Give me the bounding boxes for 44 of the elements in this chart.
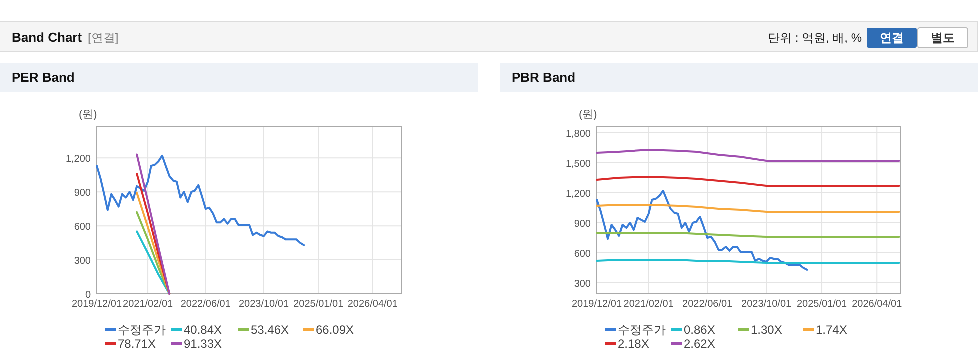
text: 별도 bbox=[931, 31, 955, 45]
x-tick-label: 2021/02/01 bbox=[624, 299, 674, 310]
text: 단위 : 억원, 배, % bbox=[768, 31, 862, 45]
legend-label: 1.30X bbox=[751, 323, 782, 337]
legend-label: 2.62X bbox=[684, 337, 716, 351]
legend-label: 수정주가 bbox=[618, 323, 666, 337]
y-tick-label: 1,800 bbox=[566, 129, 592, 140]
x-tick-label: 2026/04/01 bbox=[348, 299, 398, 310]
y-axis-title: (원) bbox=[79, 109, 98, 121]
x-tick-label: 2025/01/01 bbox=[797, 299, 848, 310]
text: Band Chart bbox=[12, 30, 83, 45]
x-tick-label: 2023/10/01 bbox=[238, 299, 290, 310]
legend-label: 78.71X bbox=[118, 337, 156, 351]
text: 연결 bbox=[880, 31, 904, 45]
x-tick-label: 2022/06/01 bbox=[180, 299, 232, 310]
x-tick-label: 2026/04/01 bbox=[852, 299, 903, 310]
y-tick-label: 1,500 bbox=[566, 159, 592, 170]
legend-label: 53.46X bbox=[251, 323, 290, 337]
y-tick-label: 600 bbox=[74, 222, 92, 234]
legend-label: 0.86X bbox=[684, 323, 716, 337]
y-tick-label: 1,200 bbox=[566, 189, 592, 200]
legend-label: 수정주가 bbox=[118, 323, 166, 337]
y-tick-label: 0 bbox=[85, 290, 92, 301]
y-tick-label: 300 bbox=[74, 256, 92, 268]
legend-label: 2.18X bbox=[618, 337, 650, 351]
text: [연결] bbox=[88, 31, 119, 45]
x-tick-label: 2023/10/01 bbox=[742, 299, 792, 310]
x-tick-label: 2025/01/01 bbox=[294, 299, 344, 310]
y-tick-label: 300 bbox=[574, 279, 592, 290]
y-tick-label: 900 bbox=[574, 219, 592, 230]
x-tick-label: 2019/12/01 bbox=[72, 299, 122, 310]
y-tick-label: 900 bbox=[74, 188, 92, 200]
chart-title: PER Band bbox=[12, 70, 75, 85]
chart-title: PBR Band bbox=[512, 70, 576, 85]
legend-label: 66.09X bbox=[316, 323, 354, 337]
y-tick-label: 600 bbox=[574, 249, 592, 260]
x-tick-label: 2022/06/01 bbox=[682, 299, 734, 310]
legend-label: 91.33X bbox=[184, 337, 222, 351]
legend-label: 1.74X bbox=[816, 323, 848, 337]
x-tick-label: 2019/12/01 bbox=[572, 299, 622, 310]
legend-label: 40.84X bbox=[184, 323, 222, 337]
y-axis-title: (원) bbox=[579, 109, 598, 121]
y-tick-label: 1,200 bbox=[66, 154, 92, 166]
x-tick-label: 2021/02/01 bbox=[123, 299, 174, 310]
